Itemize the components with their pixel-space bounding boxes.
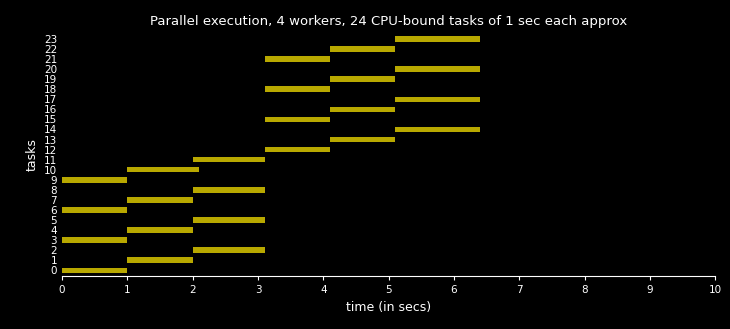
Title: Parallel execution, 4 workers, 24 CPU-bound tasks of 1 sec each approx: Parallel execution, 4 workers, 24 CPU-bo…	[150, 14, 627, 28]
Bar	[395, 127, 480, 132]
Y-axis label: tasks: tasks	[26, 138, 39, 171]
Bar	[62, 177, 128, 183]
Bar	[128, 167, 199, 172]
Bar	[128, 197, 193, 203]
Bar	[193, 187, 264, 192]
X-axis label: time (in secs): time (in secs)	[346, 301, 431, 314]
Bar	[395, 96, 480, 102]
Bar	[330, 76, 395, 82]
Bar	[330, 137, 395, 142]
Bar	[193, 217, 264, 223]
Bar	[395, 36, 480, 42]
Bar	[395, 66, 480, 72]
Bar	[193, 247, 264, 253]
Bar	[264, 56, 330, 62]
Bar	[193, 157, 264, 163]
Bar	[264, 147, 330, 152]
Bar	[128, 258, 193, 263]
Bar	[62, 238, 128, 243]
Bar	[330, 46, 395, 52]
Bar	[264, 87, 330, 92]
Bar	[128, 227, 193, 233]
Bar	[62, 207, 128, 213]
Bar	[62, 267, 128, 273]
Bar	[330, 107, 395, 112]
Bar	[264, 117, 330, 122]
